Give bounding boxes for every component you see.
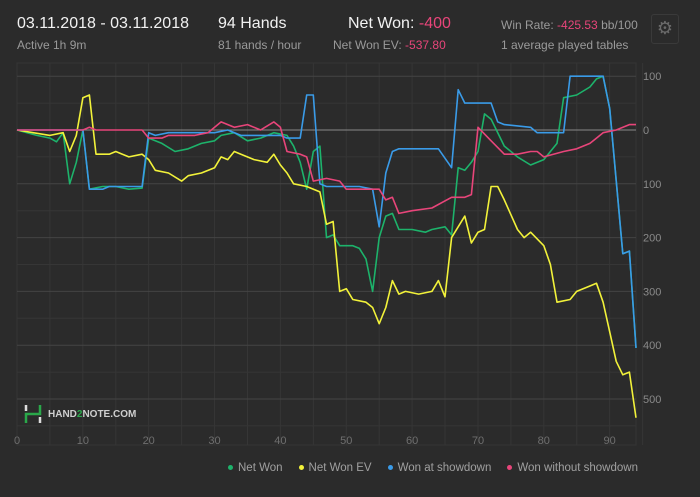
net-won-value: -400 bbox=[418, 15, 451, 32]
legend-item-won-without-showdown[interactable]: Won without showdown bbox=[507, 462, 638, 474]
win-rate-value: -425.53 bbox=[557, 18, 598, 32]
net-won-ev-value: -537.80 bbox=[405, 38, 446, 52]
x-tick-label: 10 bbox=[77, 435, 89, 447]
y-tick-label: 500 bbox=[643, 394, 661, 406]
legend-dot bbox=[507, 465, 513, 471]
x-tick-label: 30 bbox=[208, 435, 220, 447]
tables-played: 1 average played tables bbox=[501, 38, 629, 52]
net-won-ev-label: Net Won EV: bbox=[333, 38, 402, 52]
chart-legend: Net Won Net Won EV Won at showdown Won w… bbox=[228, 462, 638, 474]
net-won: Net Won: -400 bbox=[348, 15, 451, 33]
plot-area bbox=[16, 62, 637, 446]
net-won-label: Net Won: bbox=[348, 15, 415, 32]
y-tick-label: 100 bbox=[643, 179, 661, 191]
legend-item-net-won[interactable]: Net Won bbox=[228, 462, 283, 474]
logo-text: HAND2NOTE.COM bbox=[48, 408, 137, 420]
y-tick-label: 400 bbox=[643, 340, 661, 352]
series-line-net-won bbox=[16, 75, 637, 348]
legend-dot bbox=[387, 465, 393, 471]
legend-item-won-at-showdown[interactable]: Won at showdown bbox=[387, 462, 491, 474]
gear-icon[interactable]: ⚙ bbox=[651, 14, 679, 44]
win-rate-label: Win Rate: bbox=[501, 18, 554, 32]
summary-header: 03.11.2018 - 03.11.2018 Active 1h 9m 94 … bbox=[0, 0, 700, 60]
x-tick-label: 0 bbox=[14, 435, 20, 447]
y-tick-label: 300 bbox=[643, 286, 661, 298]
series-line-net-won-ev bbox=[16, 94, 637, 418]
hand2note-logo: HAND2NOTE.COM bbox=[24, 404, 136, 424]
active-time: Active 1h 9m bbox=[17, 38, 87, 52]
x-tick-label: 20 bbox=[143, 435, 155, 447]
hand2note-logo-icon bbox=[24, 405, 42, 423]
x-tick-label: 90 bbox=[604, 435, 616, 447]
win-rate: Win Rate: -425.53 bb/100 bbox=[501, 18, 638, 32]
y-tick-label: 100 bbox=[643, 71, 661, 83]
legend-dot bbox=[228, 465, 233, 471]
series-line-won-at-showdown bbox=[17, 75, 637, 348]
hands-per-hour: 81 hands / hour bbox=[218, 38, 302, 52]
legend-dot bbox=[298, 465, 304, 471]
x-tick-label: 50 bbox=[340, 435, 352, 447]
y-tick-label: 200 bbox=[643, 233, 661, 245]
y-tick-label: 0 bbox=[643, 125, 649, 137]
date-range: 03.11.2018 - 03.11.2018 bbox=[17, 15, 189, 32]
net-won-ev: Net Won EV: -537.80 bbox=[333, 38, 446, 52]
win-rate-unit: bb/100 bbox=[601, 18, 638, 32]
series-line-won-without-showdown bbox=[17, 121, 636, 215]
x-tick-label: 80 bbox=[538, 435, 550, 447]
x-tick-label: 60 bbox=[406, 435, 418, 447]
x-tick-label: 40 bbox=[274, 435, 286, 447]
x-tick-label: 70 bbox=[472, 435, 484, 447]
legend-item-net-won-ev[interactable]: Net Won EV bbox=[298, 462, 372, 474]
hands-count: 94 Hands bbox=[218, 15, 287, 32]
